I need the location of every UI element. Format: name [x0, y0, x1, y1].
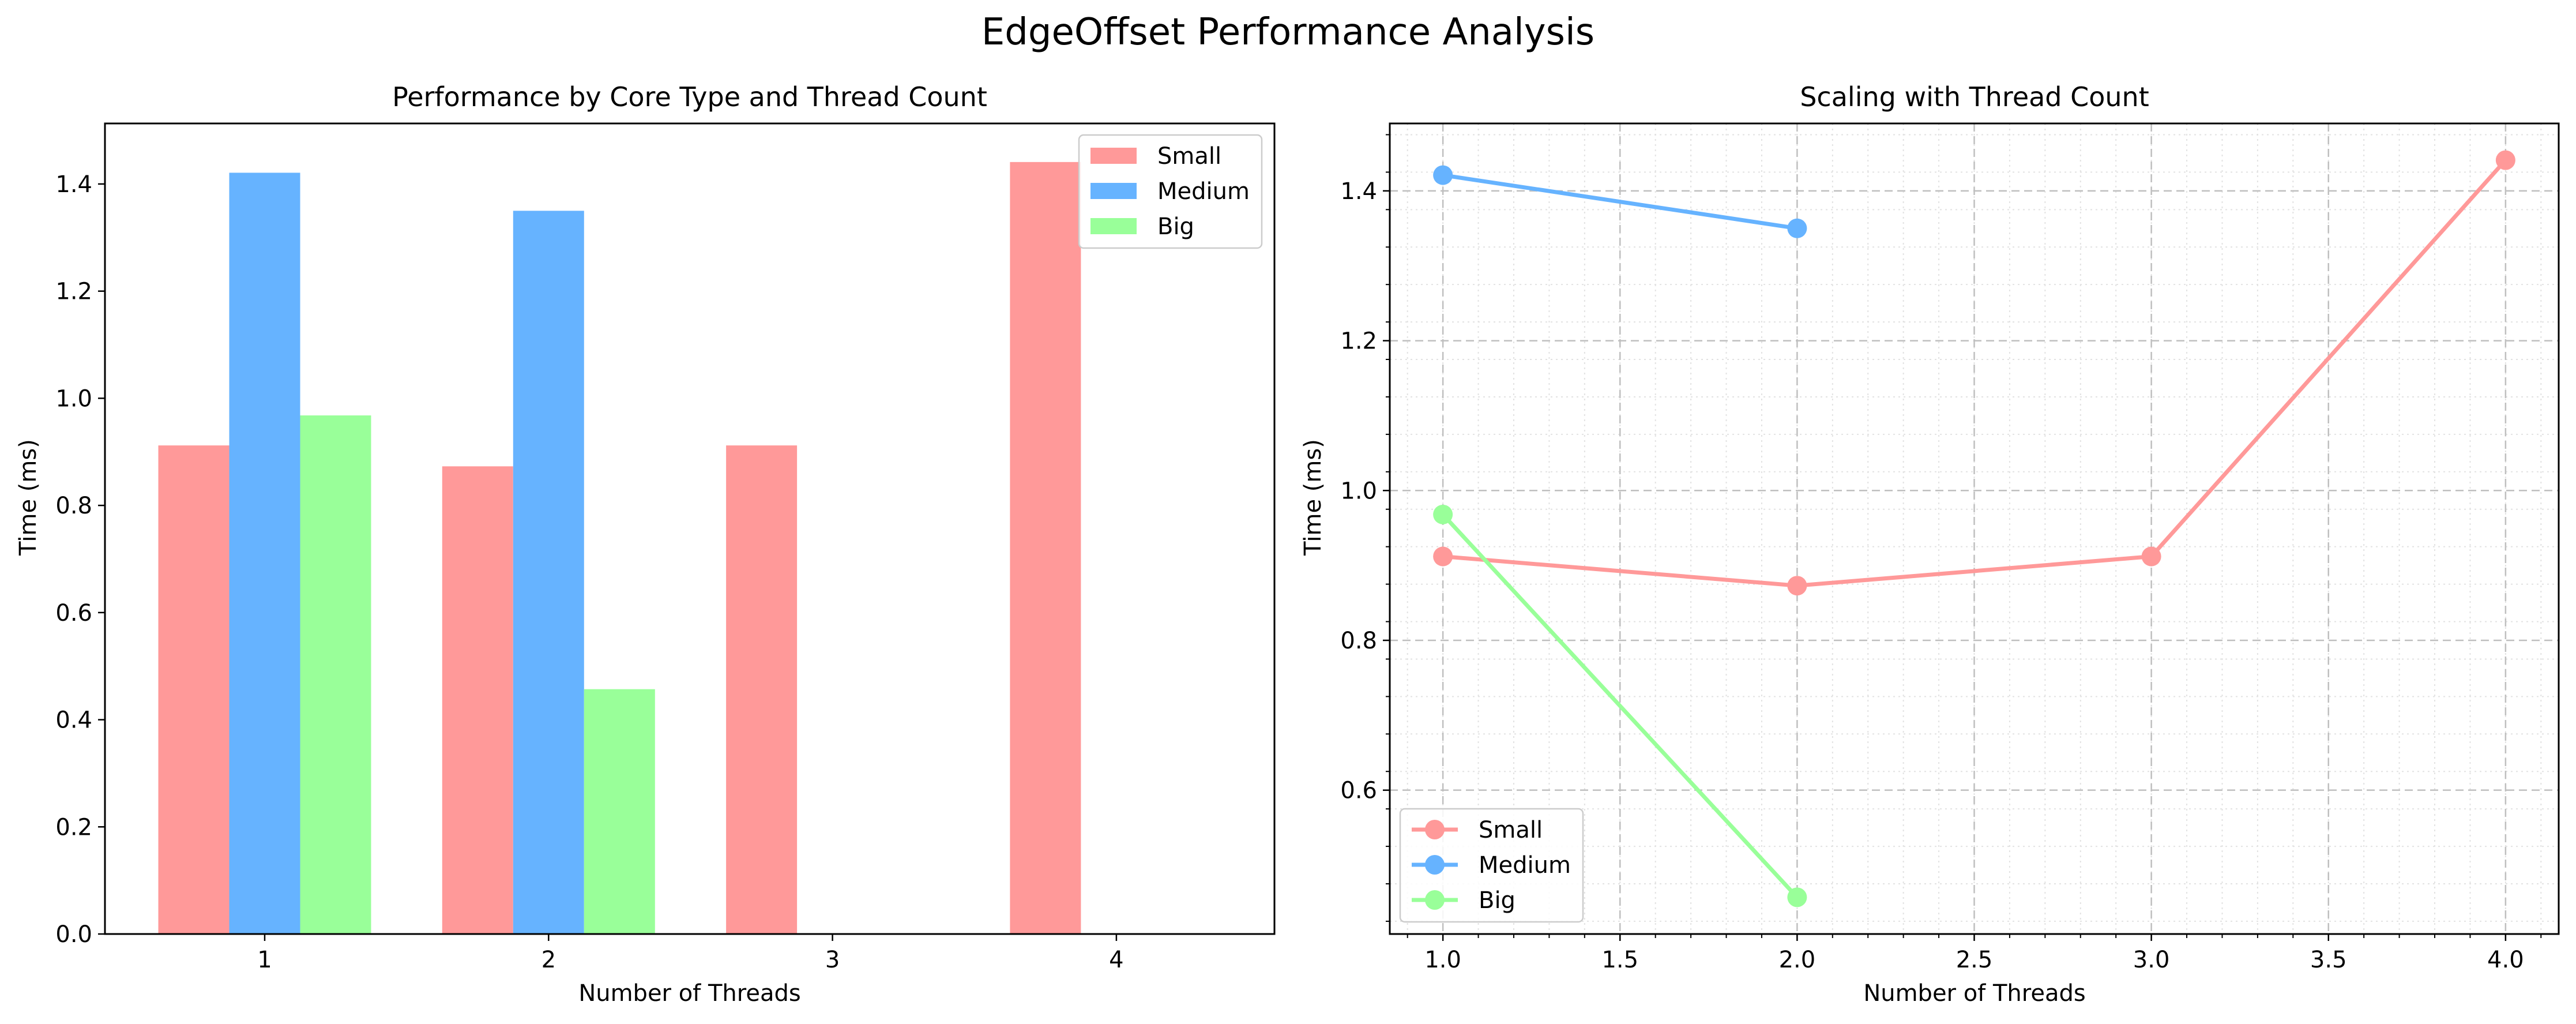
bar-small-1	[158, 445, 230, 934]
bar-ytick-label: 1.0	[55, 385, 92, 412]
line-ytick-label: 1.4	[1340, 178, 1377, 205]
line-xtick-label: 3.0	[2133, 947, 2170, 973]
bar-small-2	[442, 466, 513, 934]
line-point-medium-1	[1433, 165, 1453, 185]
line-legend-label-small: Small	[1479, 817, 1543, 843]
bar-ytick-label: 0.8	[55, 493, 92, 519]
bar-big-2	[584, 689, 655, 934]
bar-legend-swatch-big	[1090, 218, 1137, 234]
line-chart-title: Scaling with Thread Count	[1800, 81, 2149, 112]
line-xtick-label: 3.5	[2310, 947, 2347, 973]
bar-big-1	[300, 415, 371, 934]
bar-chart-title: Performance by Core Type and Thread Coun…	[392, 81, 987, 112]
bar-ytick-label: 0.0	[55, 921, 92, 948]
bar-ytick-label: 1.4	[55, 171, 92, 198]
line-ytick-label: 0.6	[1340, 778, 1377, 804]
line-legend-marker-medium	[1425, 855, 1445, 875]
bar-ytick-label: 0.4	[55, 707, 92, 734]
bar-chart-ylabel: Time (ms)	[15, 439, 42, 556]
bar-ytick-label: 1.2	[55, 279, 92, 305]
line-legend-marker-big	[1425, 890, 1445, 910]
figure-title: EdgeOffset Performance Analysis	[981, 11, 1595, 54]
line-point-medium-2	[1787, 218, 1807, 238]
line-legend-label-big: Big	[1479, 887, 1515, 914]
line-legend-marker-small	[1425, 820, 1445, 839]
line-legend-frame	[1399, 808, 1584, 923]
bar-medium-1	[229, 172, 300, 935]
bar-plot-frame	[104, 122, 1276, 935]
line-point-big-2	[1787, 887, 1807, 907]
line-xtick-label: 2.5	[1956, 947, 1993, 973]
line-series-medium	[1442, 173, 1797, 231]
bar-legend-swatch-small	[1090, 148, 1137, 164]
bar-legend-label-small: Small	[1157, 143, 1221, 170]
bar-xtick-label: 3	[825, 947, 840, 973]
line-point-small-3	[2141, 546, 2161, 567]
bar-legend: Small Medium Big	[1078, 134, 1263, 249]
line-xtick-label: 4.0	[2487, 947, 2524, 973]
bar-legend-label-big: Big	[1157, 213, 1194, 240]
line-point-small-4	[2495, 150, 2515, 170]
bar-chart-xlabel: Number of Threads	[578, 980, 800, 1007]
line-series-small	[1442, 159, 2507, 588]
line-legend-label-medium: Medium	[1479, 852, 1571, 879]
bar-xtick-label: 1	[257, 947, 272, 973]
line-series-big	[1441, 513, 1799, 899]
line-ytick-label: 0.8	[1340, 628, 1377, 654]
bar-small-3	[726, 445, 798, 934]
line-point-big-1	[1433, 504, 1453, 524]
line-xtick-label: 1.5	[1601, 947, 1638, 973]
bar-ytick-label: 0.2	[55, 814, 92, 841]
line-ytick-label: 1.2	[1340, 328, 1377, 355]
line-ytick-label: 1.0	[1340, 478, 1377, 504]
line-legend: Small Medium Big	[1399, 808, 1584, 923]
line-point-small-1	[1433, 546, 1453, 567]
line-xtick-label: 1.0	[1424, 947, 1461, 973]
line-chart-xlabel: Number of Threads	[1863, 980, 2085, 1007]
bar-small-4	[1010, 162, 1081, 934]
bar-xtick-label: 2	[541, 947, 556, 973]
bar-legend-swatch-medium	[1090, 183, 1137, 199]
bar-ytick-label: 0.6	[55, 600, 92, 627]
line-chart-ylabel: Time (ms)	[1300, 439, 1326, 556]
bar-legend-label-medium: Medium	[1157, 178, 1250, 205]
bar-xtick-label: 4	[1109, 947, 1123, 973]
bar-medium-2	[513, 211, 584, 934]
line-point-small-2	[1787, 576, 1807, 596]
line-xtick-label: 2.0	[1779, 947, 1816, 973]
